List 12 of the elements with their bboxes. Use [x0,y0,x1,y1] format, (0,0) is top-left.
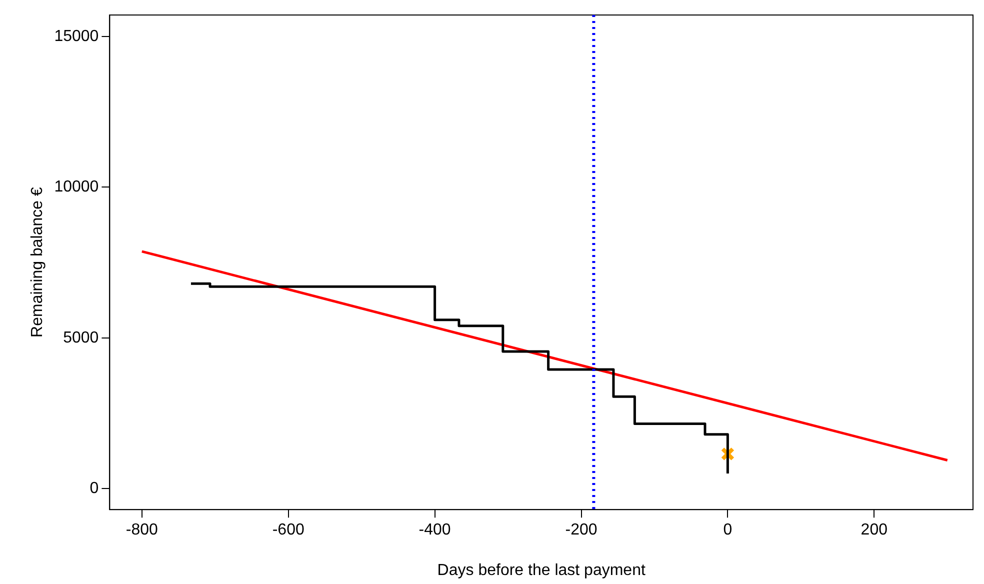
x-tick-label: -800 [126,522,158,539]
y-tick-label: 0 [90,480,99,497]
y-axis-title: Remaining balance € [29,187,46,338]
x-axis-title: Days before the last payment [437,562,646,579]
y-tick-label: 10000 [54,178,99,196]
x-tick-label: 0 [723,522,732,539]
x-tick-label: -200 [565,522,598,539]
y-tick-label: 15000 [54,28,99,45]
x-tick-label: 200 [860,522,888,539]
y-tick-label: 5000 [63,329,99,346]
x-tick-label: -400 [418,522,451,539]
x-tick-label: -600 [272,522,304,539]
